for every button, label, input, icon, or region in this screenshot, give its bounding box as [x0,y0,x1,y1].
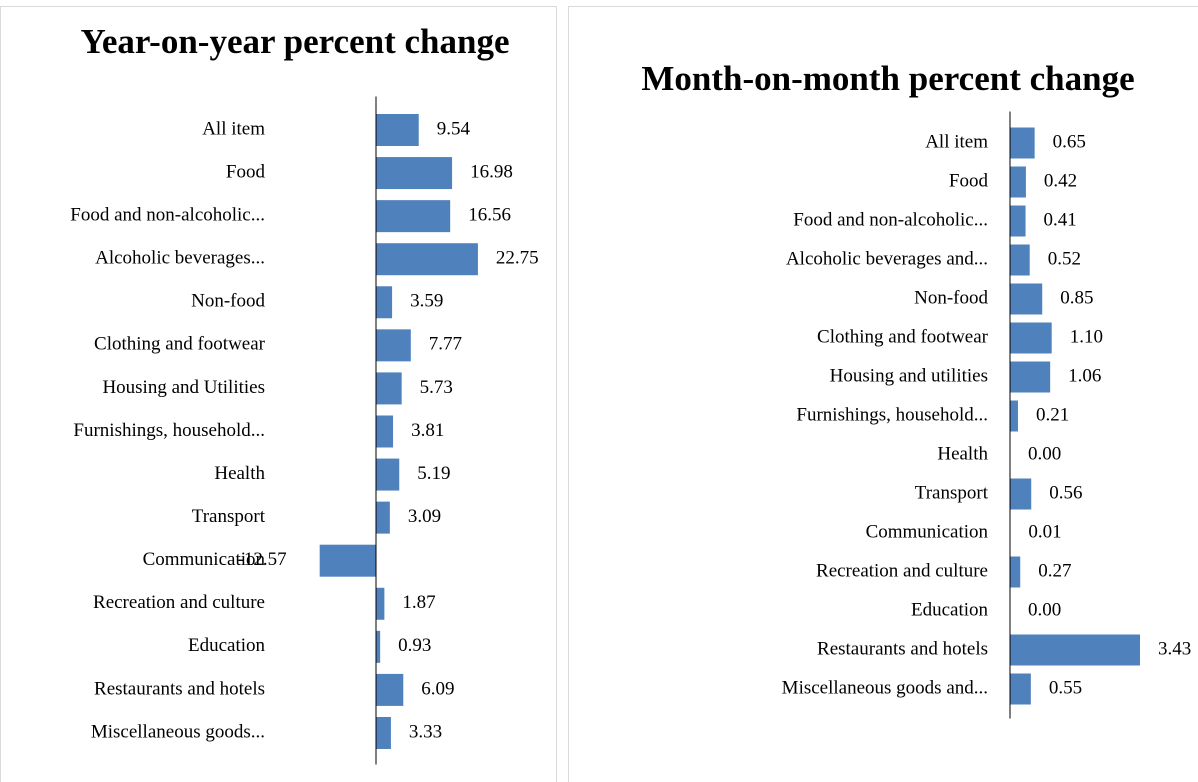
category-label: Restaurants and hotels [94,678,265,699]
bar [376,673,404,706]
value-label: 0.27 [1038,560,1071,581]
bar [1010,127,1035,159]
bar [1010,166,1026,198]
bar [376,501,390,534]
value-label: 16.56 [468,204,511,225]
value-label: 1.87 [402,592,435,613]
category-label: All item [925,131,988,152]
value-label: 9.54 [437,118,471,139]
bar [1010,244,1030,276]
value-label: 0.01 [1028,521,1061,542]
bar [1010,673,1031,705]
bar [376,286,393,319]
value-label: 0.00 [1028,443,1061,464]
bar [376,243,478,276]
category-label: Non-food [914,287,988,308]
bar [1010,322,1052,354]
value-label: 3.09 [408,506,441,527]
category-label: Housing and Utilities [102,377,265,398]
category-label: Education [188,635,266,656]
value-label: 5.73 [420,377,453,398]
chart-title: Year-on-year percent change [81,22,510,61]
value-label: 22.75 [496,248,539,269]
value-label: 0.93 [398,635,431,656]
value-label: -12.57 [238,549,287,570]
category-label: Food and non-alcoholic... [793,209,988,230]
bar [1010,400,1018,432]
category-label: Miscellaneous goods... [91,721,265,742]
bar [319,544,376,577]
bar [1010,478,1032,510]
bar [1010,556,1021,588]
category-label: Clothing and footwear [94,334,266,355]
value-label: 1.06 [1068,365,1101,386]
bar [376,458,400,491]
category-label: Health [214,463,265,484]
bar [376,415,394,448]
category-label: Furnishings, household... [796,404,988,425]
category-label: Education [911,599,989,620]
category-label: Communication [143,549,266,570]
value-label: 0.00 [1028,599,1061,620]
category-label: Alcoholic beverages and... [786,248,988,269]
value-label: 0.42 [1044,170,1077,191]
category-label: Communication [866,521,989,542]
bar [1010,283,1043,315]
value-label: 6.09 [421,678,454,699]
category-label: Transport [915,482,989,503]
value-label: 3.81 [411,420,444,441]
value-label: 0.85 [1060,287,1093,308]
category-label: Food [226,161,266,182]
value-label: 0.55 [1049,677,1082,698]
value-label: 5.19 [417,463,450,484]
category-label: Health [937,443,988,464]
bar [376,716,391,749]
panel [0,6,557,782]
category-label: Transport [192,506,266,527]
bar [1010,205,1026,237]
category-label: Housing and utilities [830,365,988,386]
value-label: 0.41 [1044,209,1077,230]
value-label: 0.21 [1036,404,1069,425]
bar [376,372,402,405]
value-label: 16.98 [470,161,513,182]
bar [376,200,451,233]
category-label: Clothing and footwear [817,326,989,347]
category-label: Miscellaneous goods and... [782,677,988,698]
category-label: Furnishings, household... [73,420,265,441]
value-label: 3.33 [409,721,442,742]
chart-title: Month-on-month percent change [641,59,1134,98]
category-label: Recreation and culture [93,592,265,613]
category-label: Food and non-alcoholic... [70,204,265,225]
value-label: 3.59 [410,291,443,312]
value-label: 3.43 [1158,638,1191,659]
category-label: Recreation and culture [816,560,988,581]
category-label: Restaurants and hotels [817,638,988,659]
category-label: Non-food [191,291,265,312]
value-label: 1.10 [1070,326,1103,347]
bar [376,329,411,362]
category-label: Food [949,170,989,191]
value-label: 7.77 [429,334,462,355]
bar [376,157,453,190]
value-label: 0.65 [1053,131,1086,152]
bar [376,630,381,663]
bar [1010,634,1140,666]
value-label: 0.56 [1049,482,1082,503]
panel [568,6,1198,782]
bar [1010,361,1051,393]
category-label: Alcoholic beverages... [95,248,265,269]
category-label: All item [202,118,265,139]
bar [376,587,385,620]
value-label: 0.52 [1048,248,1081,269]
bar [376,114,419,146]
